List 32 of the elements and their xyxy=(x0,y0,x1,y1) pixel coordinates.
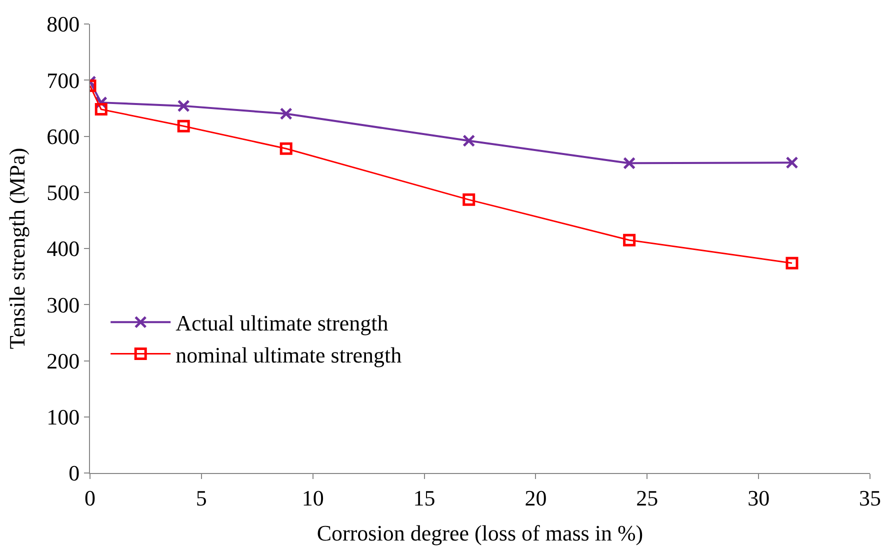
y-tick-label: 800 xyxy=(46,12,80,37)
point xyxy=(786,156,798,169)
point xyxy=(280,108,292,120)
x-tick-label: 0 xyxy=(84,485,96,510)
point xyxy=(462,193,476,206)
point xyxy=(623,156,636,170)
point xyxy=(462,134,476,147)
x-tick-label: 25 xyxy=(636,485,658,510)
x-tick-label: 20 xyxy=(524,485,547,510)
y-tick-label: 500 xyxy=(46,180,80,206)
y-tick-label: 600 xyxy=(46,124,80,149)
point xyxy=(177,100,190,112)
y-tick-label: 0 xyxy=(68,460,80,486)
y-tick-label: 700 xyxy=(46,68,80,93)
legend-label: nominal ultimate strength xyxy=(176,342,402,368)
point xyxy=(177,120,190,132)
legend-label: Actual ultimate strength xyxy=(176,310,388,336)
x-tick-label: 35 xyxy=(859,485,881,510)
y-tick-label: 300 xyxy=(46,292,80,318)
point xyxy=(280,142,292,155)
point xyxy=(786,256,798,270)
y-tick-label: 100 xyxy=(46,404,80,430)
y-tick-label: 200 xyxy=(46,348,80,374)
y-axis-title: Tensile strength (MPa) xyxy=(4,148,30,350)
x-tick-label: 10 xyxy=(302,485,324,510)
point xyxy=(94,103,108,116)
x-tick-label: 5 xyxy=(196,485,207,510)
point xyxy=(623,234,636,246)
y-tick-label: 400 xyxy=(46,236,80,262)
x-tick-label: 15 xyxy=(413,485,436,510)
x-tick-label: 30 xyxy=(748,485,770,510)
x-axis-title: Corrosion degree (loss of mass in %) xyxy=(316,520,644,546)
